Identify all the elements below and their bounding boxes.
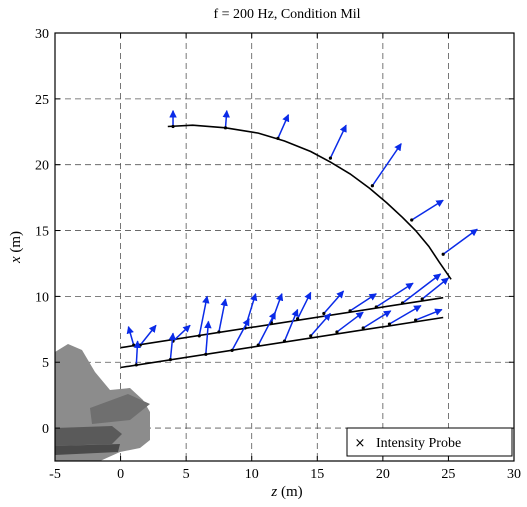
x-tick-label: 20 (376, 467, 390, 482)
x-axis-label: z (m) (270, 484, 302, 500)
probe-point (361, 326, 365, 330)
intensity-vector (126, 325, 135, 346)
probe-point (230, 348, 234, 352)
probe-point (441, 252, 445, 256)
legend-label: Intensity Probe (376, 436, 461, 451)
legend-marker: × (355, 436, 366, 451)
probe-point (322, 311, 326, 316)
y-tick-label: 10 (35, 290, 49, 305)
intensity-vector (218, 298, 228, 333)
intensity-vector (231, 318, 250, 351)
intensity-vector (257, 311, 276, 346)
plot-frame (54, 32, 515, 462)
x-tick-label: 10 (245, 467, 259, 482)
probe-point (370, 184, 374, 188)
legend: × Intensity Probe (346, 427, 513, 457)
arc-array-line (167, 124, 452, 280)
probe-point (414, 318, 418, 322)
intensity-vector (329, 124, 347, 159)
probe-point (400, 301, 405, 305)
intensity-vector (283, 308, 299, 342)
probe-point (256, 343, 260, 347)
intensity-vector (442, 228, 478, 255)
intensity-vector (336, 311, 364, 333)
probe-point (197, 334, 201, 338)
y-tick-label: 25 (35, 93, 49, 108)
intensity-vector (296, 291, 312, 320)
intensity-vector (389, 304, 422, 325)
x-tick-label: 5 (183, 467, 190, 482)
aircraft-silhouette (55, 344, 150, 461)
aircraft-wing (90, 394, 150, 424)
probe-point (328, 156, 332, 160)
intensity-vector (204, 320, 212, 355)
axis-ticks: -5 0 5 10 15 20 25 30 0 5 10 15 20 25 30 (35, 27, 521, 482)
intensity-vector (222, 109, 231, 128)
aircraft-nozzle (55, 426, 122, 446)
probe-point (171, 124, 175, 129)
probe-point (217, 330, 221, 334)
intensity-vector (168, 332, 177, 360)
intensity-vector (415, 308, 443, 321)
probe-point (138, 343, 142, 347)
intensity-vector (133, 340, 141, 365)
aircraft-shadow (55, 444, 120, 455)
probe-point (204, 352, 208, 356)
chart-title: f = 200 Hz, Condition Mil (213, 7, 360, 22)
y-tick-label: 20 (35, 159, 49, 174)
intensity-vector (310, 312, 331, 337)
probe-point (223, 126, 228, 130)
intensity-vectors (126, 109, 478, 367)
y-axis-label: x (m) (8, 231, 24, 264)
intensity-vector (277, 113, 290, 139)
x-tick-label: 30 (507, 467, 521, 482)
y-tick-label: 5 (42, 356, 49, 371)
intensity-vector (411, 199, 444, 221)
intensity-vector (421, 277, 450, 300)
intensity-vector (375, 282, 414, 308)
intensity-vector (362, 310, 392, 329)
probe-point (387, 322, 392, 326)
probe-point (335, 330, 339, 334)
probe-point (276, 136, 280, 140)
probe-point (168, 357, 173, 362)
probe-point (296, 317, 300, 321)
x-tick-label: 0 (117, 467, 124, 482)
x-tick-label: 15 (310, 467, 324, 482)
upper-array-line (120, 296, 444, 349)
probe-point (134, 363, 138, 367)
probe-point (420, 297, 424, 301)
y-tick-label: 0 (42, 422, 49, 437)
intensity-vector (349, 293, 377, 312)
legend-box (346, 427, 513, 457)
probe-point (309, 334, 313, 338)
intensity-vector (323, 290, 345, 314)
intensity-vector (198, 295, 210, 337)
probe-arrays (120, 124, 452, 369)
y-tick-label: 30 (35, 27, 49, 42)
lower-array-line (120, 316, 444, 369)
intensity-vector (139, 324, 157, 346)
probe-point (410, 218, 414, 222)
intensity-vector (402, 273, 442, 304)
x-tick-label: -5 (49, 467, 61, 482)
x-tick-label: 25 (441, 467, 455, 482)
probe-point (374, 305, 378, 309)
intensity-vector (371, 143, 402, 187)
probe-point (348, 309, 352, 313)
probe-point (282, 339, 287, 343)
y-tick-label: 15 (35, 225, 49, 240)
probe-point (132, 343, 136, 347)
